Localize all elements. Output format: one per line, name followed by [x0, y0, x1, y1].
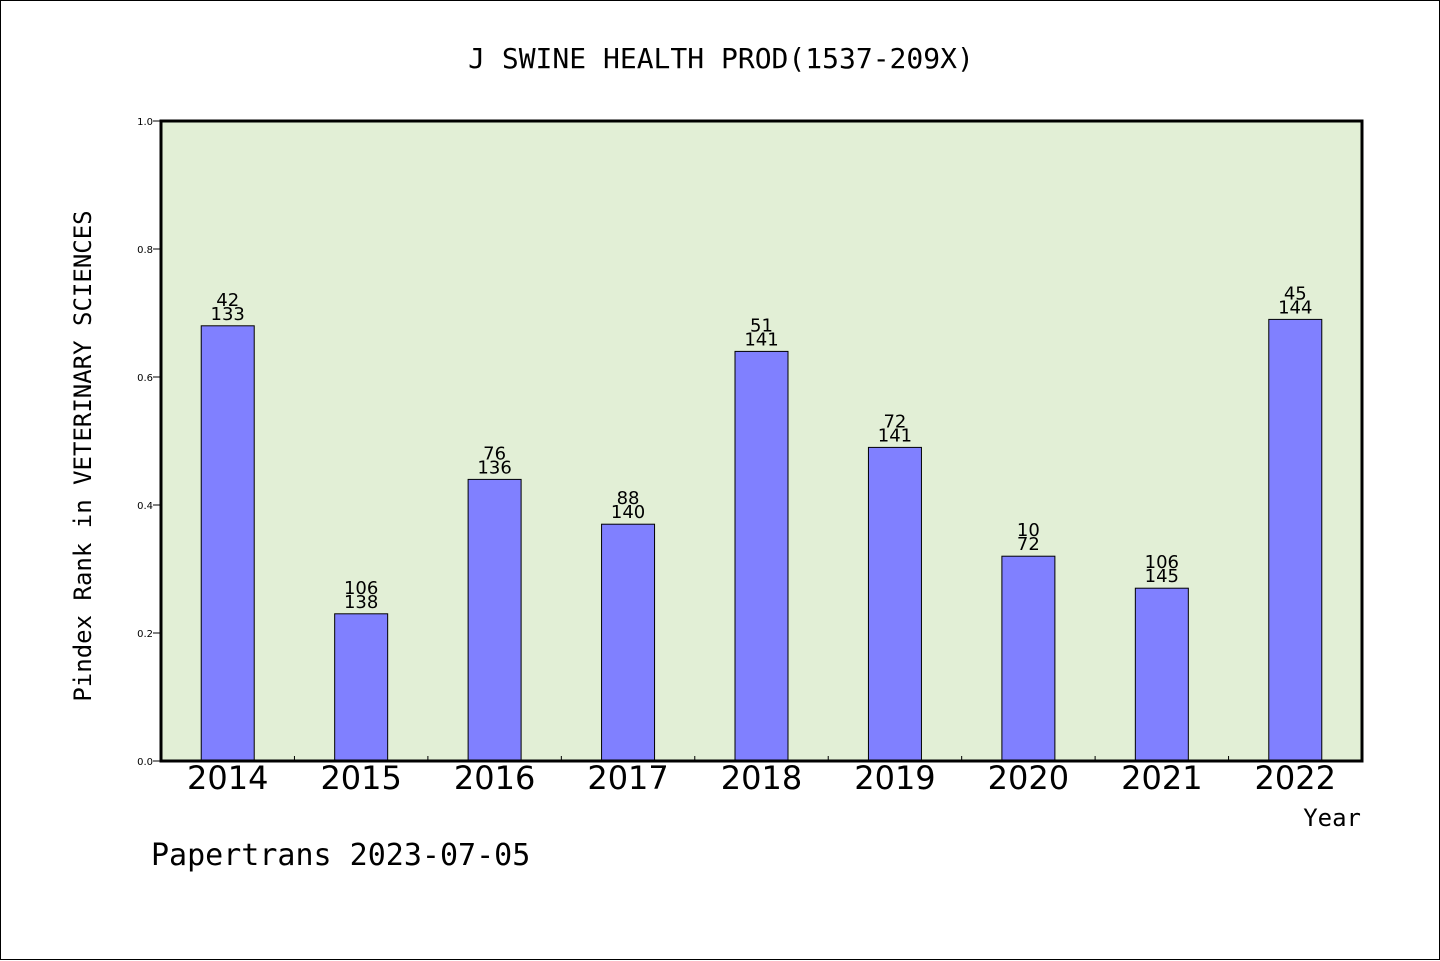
- x-tick-label: 2014: [187, 759, 268, 797]
- x-tick-label: 2022: [1255, 759, 1336, 797]
- bar-label-bottom: 136: [477, 457, 511, 478]
- plot-border: [159, 119, 1364, 763]
- bar-label-bottom: 144: [1278, 297, 1312, 318]
- bar: [867, 446, 922, 762]
- bar-label-top: 88: [617, 488, 640, 509]
- bar-label-bottom: 141: [744, 329, 778, 350]
- y-tick-label: 0.6: [137, 373, 153, 384]
- x-tick-label: 2016: [454, 759, 535, 797]
- y-tick-label: 0.8: [137, 245, 153, 256]
- bar-label-bottom: 145: [1145, 566, 1179, 587]
- bar: [200, 325, 255, 762]
- bar-label-bottom: 138: [344, 592, 378, 613]
- bar: [601, 523, 656, 762]
- bar: [1134, 587, 1189, 762]
- bar: [734, 350, 789, 762]
- bar: [1268, 318, 1323, 762]
- bar-label-bottom: 133: [211, 304, 245, 325]
- x-axis-ticks: 2014 2015 2016 2017 2018 2019 2020 2021 2022: [187, 756, 1336, 797]
- x-tick-label: 2018: [721, 759, 802, 797]
- x-tick-label: 2020: [988, 759, 1069, 797]
- chart-title: J SWINE HEALTH PROD(1537-209X): [468, 42, 974, 75]
- bar-label-top: 72: [883, 411, 906, 432]
- bar-label-bottom: 140: [611, 502, 645, 523]
- y-axis-title: Pindex Rank in VETERINARY SCIENCES: [69, 210, 97, 701]
- bar-label-top: 45: [1284, 283, 1307, 304]
- bar-label-bottom: 72: [1017, 534, 1040, 555]
- bar: [467, 478, 522, 762]
- bar-label-top: 10: [1017, 520, 1040, 541]
- y-tick-label: 0.4: [137, 501, 153, 512]
- bar-label-bottom: 141: [878, 425, 912, 446]
- bar: [1001, 555, 1056, 762]
- bar-label-top: 106: [1145, 552, 1179, 573]
- footer-credit: Papertrans 2023-07-05: [151, 838, 530, 873]
- y-axis-ticks: 0.0 0.2 0.4 0.6 0.8 1.0: [137, 117, 161, 768]
- bar-series: [200, 318, 1323, 762]
- y-tick-label: 0.2: [137, 629, 153, 640]
- bar: [334, 613, 389, 762]
- bar-labels: 4213310613876136881405114172141107210614…: [211, 283, 1313, 612]
- x-tick-label: 2019: [854, 759, 935, 797]
- x-tick-label: 2017: [587, 759, 668, 797]
- y-tick-label: 0.0: [137, 757, 153, 768]
- bar-label-top: 42: [216, 290, 239, 311]
- bar-label-top: 51: [750, 315, 773, 336]
- x-axis-title: Year: [1303, 804, 1361, 832]
- bar-label-top: 106: [344, 578, 378, 599]
- x-tick-label: 2021: [1121, 759, 1202, 797]
- x-tick-label: 2015: [320, 759, 401, 797]
- y-tick-label: 1.0: [137, 117, 153, 128]
- bar-label-top: 76: [483, 443, 506, 464]
